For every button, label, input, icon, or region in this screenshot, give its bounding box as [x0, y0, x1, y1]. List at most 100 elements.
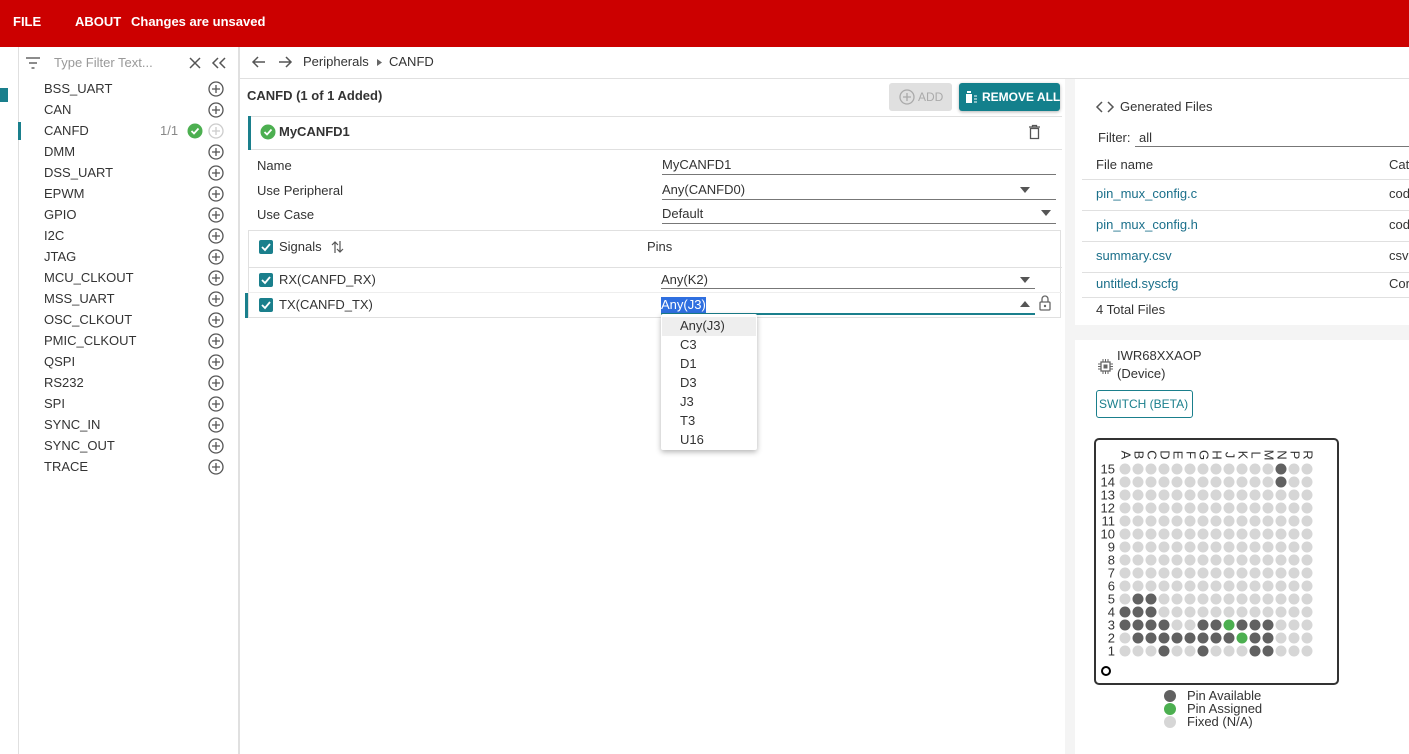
sidebar-item[interactable]: SPI [44, 396, 65, 411]
sidebar-item[interactable]: DMM [44, 144, 76, 159]
chip-icon [1098, 359, 1113, 374]
field-value[interactable]: Default [662, 206, 704, 221]
checkbox[interactable] [259, 240, 273, 254]
row-label: 11 [1102, 513, 1116, 528]
pin-fixed [1249, 554, 1261, 566]
code-icon[interactable] [1095, 101, 1115, 113]
sidebar-item[interactable]: I2C [44, 228, 65, 243]
selection-indicator [18, 122, 21, 140]
add-icon[interactable] [208, 207, 224, 223]
dropdown-option[interactable]: C3 [680, 337, 697, 352]
file-link[interactable]: summary.csv [1096, 248, 1172, 263]
add-icon[interactable] [208, 123, 224, 139]
add-icon[interactable] [208, 81, 224, 97]
instance-name[interactable]: MyCANFD1 [279, 124, 350, 139]
file-link[interactable]: untitled.syscfg [1096, 276, 1179, 291]
collapse-icon[interactable] [211, 57, 226, 69]
add-icon[interactable] [208, 375, 224, 391]
dropdown-option[interactable]: U16 [680, 432, 704, 447]
sidebar-item[interactable]: QSPI [44, 354, 76, 369]
pin-fixed [1262, 502, 1274, 514]
add-icon[interactable] [208, 333, 224, 349]
pin-fixed [1145, 580, 1157, 592]
switch-button[interactable] [1096, 390, 1193, 418]
dropdown-option[interactable]: J3 [680, 394, 694, 409]
add-icon[interactable] [208, 438, 224, 454]
remove-all-button[interactable] [959, 83, 1060, 111]
pin-fixed [1301, 463, 1313, 475]
add-icon[interactable] [208, 270, 224, 286]
pin-fixed [1119, 541, 1131, 553]
add-icon[interactable] [208, 102, 224, 118]
sort-icon[interactable] [331, 241, 344, 253]
lock-icon[interactable] [1039, 295, 1051, 311]
clear-icon[interactable] [189, 57, 201, 69]
file-menu[interactable]: FILE [13, 14, 42, 29]
pin-fixed [1301, 489, 1313, 501]
sidebar-item[interactable]: GPIO [44, 207, 77, 222]
pin-fixed [1249, 593, 1261, 605]
sidebar-item[interactable]: CANFD [44, 123, 89, 138]
delete-icon[interactable] [1029, 124, 1040, 140]
pin-fixed [1197, 476, 1209, 488]
dropdown-option[interactable]: T3 [680, 413, 696, 428]
pin-value[interactable]: Any(K2) [661, 272, 708, 287]
add-icon[interactable] [208, 291, 224, 307]
pin-fixed [1197, 567, 1209, 579]
sidebar-item[interactable]: JTAG [44, 249, 77, 264]
checkbox[interactable] [259, 298, 273, 312]
caret[interactable] [1020, 301, 1030, 307]
pin-available [1275, 463, 1287, 475]
add-icon[interactable] [208, 396, 224, 412]
caret[interactable] [1041, 210, 1051, 216]
caret[interactable] [1020, 186, 1030, 193]
breadcrumb[interactable]: Peripherals [303, 54, 369, 69]
sidebar-item[interactable]: SYNC_IN [44, 417, 101, 432]
filter-input[interactable]: Type Filter Text... [54, 55, 153, 70]
sidebar-item[interactable]: BSS_UART [44, 81, 113, 96]
caret[interactable] [1020, 277, 1030, 283]
sidebar-item[interactable]: DSS_UART [44, 165, 114, 180]
add-icon[interactable] [208, 459, 224, 475]
pin-value[interactable]: Any(J3) [661, 297, 706, 313]
back-icon[interactable] [251, 56, 266, 68]
add-icon[interactable] [208, 312, 224, 328]
pin-fixed [1223, 645, 1235, 657]
sidebar-item[interactable]: SYNC_OUT [44, 438, 115, 453]
pin-fixed [1275, 554, 1287, 566]
add-icon[interactable] [208, 354, 224, 370]
pin-fixed [1223, 606, 1235, 618]
sidebar-item[interactable]: MCU_CLKOUT [44, 270, 134, 285]
dropdown-option[interactable]: Any(J3) [680, 318, 725, 333]
add-icon[interactable] [208, 249, 224, 265]
add-icon[interactable] [208, 417, 224, 433]
sidebar-item[interactable]: EPWM [44, 186, 85, 201]
add-icon[interactable] [208, 228, 224, 244]
pin-fixed [1288, 515, 1300, 527]
sidebar-item[interactable]: MSS_UART [44, 291, 115, 306]
add-icon[interactable] [208, 144, 224, 160]
add-icon[interactable] [208, 165, 224, 181]
about-menu[interactable]: ABOUT [75, 14, 122, 29]
pin-available [1249, 632, 1261, 644]
file-link[interactable]: pin_mux_config.c [1096, 186, 1198, 201]
dropdown-option[interactable]: D1 [680, 356, 697, 371]
sidebar-item[interactable]: OSC_CLKOUT [44, 312, 133, 327]
sidebar-item[interactable]: RS232 [44, 375, 84, 390]
field-value[interactable]: Any(CANFD0) [662, 181, 746, 197]
dropdown-option[interactable]: D3 [680, 375, 697, 390]
checkbox[interactable] [259, 273, 273, 287]
sidebar-item[interactable]: TRACE [44, 459, 89, 474]
sidebar-item[interactable]: PMIC_CLKOUT [44, 333, 137, 348]
file-link[interactable]: pin_mux_config.h [1096, 217, 1198, 232]
nav-icon[interactable] [0, 88, 8, 102]
column-label: G [1197, 450, 1212, 460]
pin-available [1262, 645, 1274, 657]
add-label: ADD [918, 90, 944, 104]
add-icon[interactable] [208, 186, 224, 202]
field-value[interactable]: MyCANFD1 [662, 157, 732, 172]
sidebar-item[interactable]: CAN [44, 102, 72, 117]
file-category: csv [1389, 248, 1409, 263]
forward-icon[interactable] [278, 56, 293, 68]
filter-value[interactable]: all [1139, 130, 1153, 145]
